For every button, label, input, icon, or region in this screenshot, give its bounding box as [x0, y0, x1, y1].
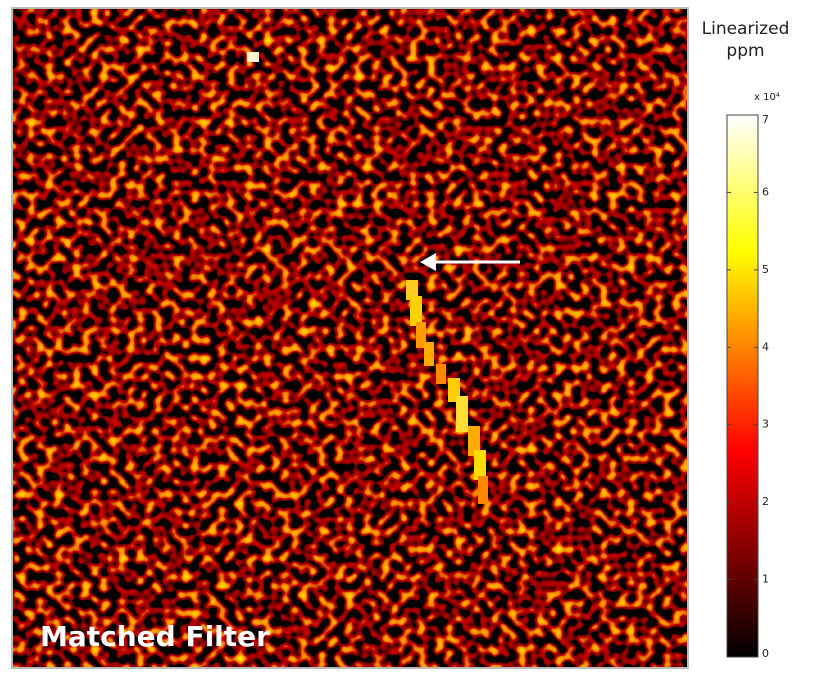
colorbar-tick-label: 5 — [762, 263, 769, 276]
colorbar-tick-label: 3 — [762, 418, 769, 431]
colorbar-tick-label: 0 — [762, 647, 769, 660]
page: {"chart_data": {"type": "heatmap", "anno… — [0, 0, 815, 678]
annotation: Matched Filter — [40, 620, 270, 653]
colorbar-tick-label: 1 — [762, 573, 769, 586]
colorbar-scale: x 10⁴ — [754, 92, 780, 103]
image-noise — [13, 9, 687, 667]
chart: Matched Filter x 10⁴ 0 1 2 3 4 5 6 7 — [0, 0, 815, 678]
colorbar-tick-label: 7 — [762, 113, 769, 126]
colorbar-tick-label: 2 — [762, 495, 769, 508]
colorbar — [727, 115, 758, 657]
colorbar-tick-label: 4 — [762, 340, 769, 353]
colorbar-tick-label: 6 — [762, 185, 769, 198]
